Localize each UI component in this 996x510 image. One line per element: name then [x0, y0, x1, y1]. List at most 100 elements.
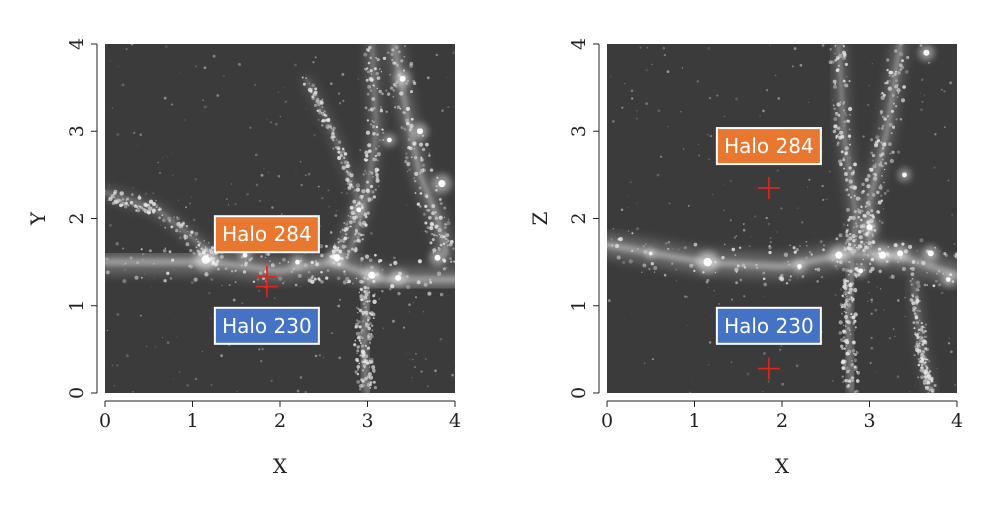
particle-speck — [847, 246, 852, 251]
particle-speck — [917, 348, 922, 353]
x-tick-label: 2 — [274, 410, 286, 432]
particle-speck — [917, 357, 921, 361]
particle-speck — [856, 397, 859, 400]
particle-speck — [282, 282, 285, 285]
particle-speck — [152, 192, 154, 195]
particle-speck — [438, 198, 442, 201]
particle-speck — [404, 160, 408, 164]
particle-speck — [866, 173, 871, 178]
particle-speck — [845, 311, 848, 314]
particle-speck — [122, 247, 125, 250]
particle-speck — [137, 196, 142, 200]
particle-speck — [376, 87, 379, 90]
particle-speck — [844, 305, 847, 308]
particle-speck — [707, 134, 709, 136]
particle-speck — [173, 216, 175, 218]
particle-speck — [147, 204, 150, 207]
particle-speck — [735, 235, 738, 237]
particle-speck — [845, 233, 849, 238]
particle-speck — [842, 53, 847, 57]
particle-speck — [111, 107, 114, 109]
particle-speck — [762, 277, 766, 281]
particle-speck — [877, 211, 881, 214]
particle-speck — [951, 214, 954, 216]
particle-speck — [359, 263, 361, 265]
particle-speck — [294, 283, 298, 287]
particle-speck — [336, 146, 341, 150]
particle-speck — [391, 48, 395, 52]
particle-speck — [848, 287, 854, 292]
particle-speck — [890, 109, 894, 113]
particle-speck — [924, 364, 927, 368]
particle-speck — [662, 46, 666, 50]
particle-speck — [367, 190, 370, 194]
particle-speck — [343, 271, 346, 275]
particle-speck — [365, 154, 369, 158]
particle-speck — [325, 124, 330, 129]
particle-speck — [630, 89, 634, 93]
particle-speck — [136, 208, 141, 213]
particle-speck — [105, 193, 107, 195]
particle-speck — [342, 280, 347, 285]
particle-speck — [350, 185, 352, 187]
particle-speck — [841, 375, 844, 378]
particle-speck — [845, 337, 846, 339]
particle-speck — [645, 102, 648, 105]
particle-speck — [446, 220, 451, 226]
particle-speck — [366, 321, 369, 324]
particle-speck — [270, 379, 273, 382]
particle-speck — [871, 391, 873, 393]
particle-speck — [860, 205, 863, 209]
particle-speck — [145, 345, 148, 348]
particle-speck — [875, 174, 878, 177]
particle-speck — [421, 147, 426, 152]
particle-speck — [210, 384, 213, 386]
particle-speck — [436, 271, 442, 276]
particle-speck — [846, 224, 849, 227]
particle-speck — [136, 144, 138, 146]
particle-speck — [909, 391, 911, 393]
particle-speck — [167, 312, 169, 314]
particle-speck — [364, 150, 369, 155]
particle-speck — [835, 136, 838, 139]
particle-speck — [126, 197, 129, 200]
particle-speck — [363, 366, 366, 369]
particle-speck — [889, 152, 891, 155]
particle-speck — [879, 184, 882, 187]
particle-speck — [161, 336, 164, 339]
particle-speck — [735, 97, 739, 101]
particle-speck — [841, 312, 843, 315]
particle-speck — [236, 390, 238, 393]
particle-speck — [360, 328, 364, 332]
y-tick-label: 4 — [66, 38, 88, 50]
particle-speck — [103, 197, 104, 198]
particle-speck — [441, 109, 444, 112]
particle-speck — [195, 246, 197, 248]
particle-speck — [853, 210, 857, 214]
particle-speck — [832, 129, 837, 134]
particle-speck — [358, 221, 362, 225]
particle-speck — [208, 242, 210, 244]
particle-speck — [361, 189, 366, 194]
particle-speck — [921, 360, 923, 363]
particle-speck — [318, 278, 322, 282]
particle-speck — [372, 175, 374, 178]
particle-speck — [312, 93, 315, 96]
particle-speck — [914, 384, 916, 386]
particle-speck — [636, 247, 639, 250]
particle-speck — [833, 107, 836, 111]
particle-speck — [346, 236, 350, 240]
particle-speck — [343, 270, 346, 273]
particle-speck — [358, 339, 361, 342]
particle-speck — [405, 118, 409, 123]
particle-speck — [651, 358, 654, 361]
particle-speck — [887, 86, 892, 91]
particle-speck — [371, 119, 374, 122]
particle-speck — [338, 356, 342, 360]
particle-speck — [216, 94, 220, 97]
particle-speck — [366, 92, 370, 96]
particle-speck — [610, 237, 613, 241]
particle-speck — [132, 204, 135, 207]
particle-speck — [216, 259, 220, 263]
